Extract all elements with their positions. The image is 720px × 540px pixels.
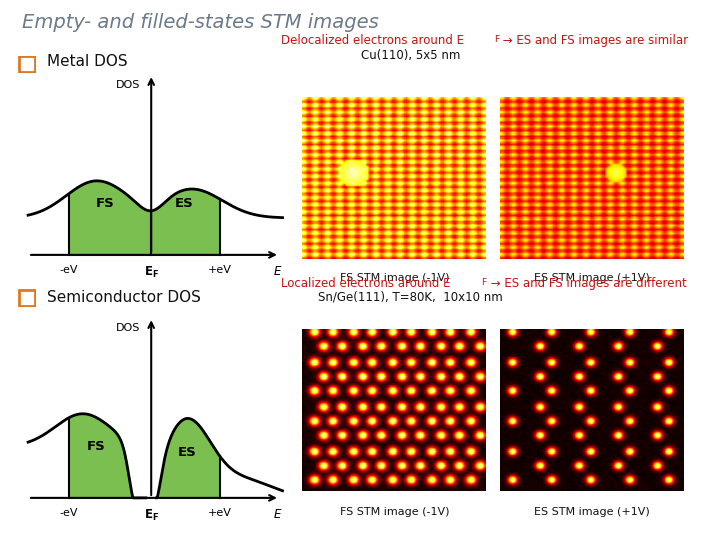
Text: DOS: DOS — [116, 80, 140, 91]
Text: -eV: -eV — [60, 265, 78, 275]
Text: → ES and FS images are different: → ES and FS images are different — [487, 277, 686, 290]
Text: Empty- and filled-states STM images: Empty- and filled-states STM images — [22, 14, 378, 32]
Text: ES: ES — [177, 446, 196, 459]
FancyBboxPatch shape — [19, 291, 35, 306]
Text: FS: FS — [95, 197, 114, 210]
Text: → ES and FS images are similar: → ES and FS images are similar — [499, 34, 688, 47]
Text: ES: ES — [175, 197, 194, 210]
Text: E: E — [274, 265, 281, 278]
FancyBboxPatch shape — [19, 57, 35, 72]
Text: +eV: +eV — [207, 508, 232, 518]
Text: Delocalized electrons around E: Delocalized electrons around E — [281, 34, 464, 47]
Text: FS: FS — [87, 440, 106, 453]
Text: -eV: -eV — [60, 508, 78, 518]
Text: Metal DOS: Metal DOS — [47, 54, 127, 69]
Text: F: F — [494, 35, 499, 44]
Text: $\mathbf{E_F}$: $\mathbf{E_F}$ — [144, 265, 158, 280]
Text: ES STM image (+1V): ES STM image (+1V) — [534, 273, 649, 283]
Text: Sn/Ge(111), T=80K,  10x10 nm: Sn/Ge(111), T=80K, 10x10 nm — [318, 291, 503, 303]
Text: Cu(110), 5x5 nm: Cu(110), 5x5 nm — [361, 49, 460, 62]
Text: FS STM image (-1V): FS STM image (-1V) — [340, 507, 449, 517]
Text: Localized electrons around E: Localized electrons around E — [281, 277, 450, 290]
Text: ES STM image (+1V): ES STM image (+1V) — [534, 507, 649, 517]
Text: FS STM image (-1V): FS STM image (-1V) — [340, 273, 449, 283]
Text: +eV: +eV — [207, 265, 232, 275]
Text: DOS: DOS — [116, 323, 140, 334]
Text: E: E — [274, 508, 281, 521]
Text: F: F — [481, 278, 486, 287]
Text: Semiconductor DOS: Semiconductor DOS — [47, 289, 201, 305]
Text: $\mathbf{E_F}$: $\mathbf{E_F}$ — [144, 508, 158, 523]
